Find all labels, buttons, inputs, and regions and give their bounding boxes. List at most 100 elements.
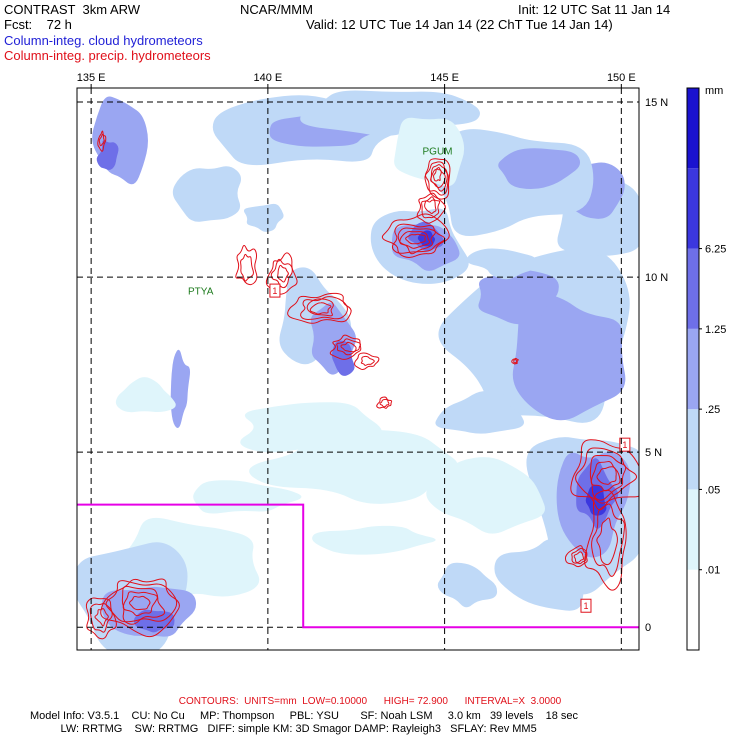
precip-contour: [405, 233, 426, 245]
precip-contour: [590, 461, 621, 492]
cloud-shade-patch: [115, 377, 176, 413]
domain-box: [77, 503, 639, 629]
precip-contour: [430, 167, 446, 189]
precip-contour: [85, 597, 117, 640]
contour-label-box: [619, 437, 631, 452]
precip-contour: [309, 302, 332, 315]
precip-contour: [376, 396, 393, 409]
precip-contour: [571, 547, 588, 565]
cloud-shade-patch: [548, 335, 611, 385]
colorbar-units: mm: [705, 85, 723, 97]
cloud-shade-patch: [435, 390, 525, 434]
precip-contour: [391, 223, 446, 254]
precip-contour: [300, 296, 348, 320]
nested-domain-outline: [77, 503, 639, 629]
station-label: PGUM: [423, 147, 453, 158]
station-label: PTYA: [188, 287, 214, 298]
x-tick-label: 140 E: [253, 72, 282, 84]
colorbar-level-label: 1.25: [705, 324, 726, 336]
map-frame: [76, 87, 640, 651]
precip-contour: [421, 196, 441, 219]
x-tick-label: 150 E: [607, 72, 636, 84]
lat-lon-grid: [77, 88, 639, 650]
precip-contour: [424, 199, 437, 214]
precip-contour: [573, 551, 585, 563]
colorbar-segment: [687, 248, 699, 329]
precip-contour: [575, 447, 638, 511]
colorbar-segment: [687, 409, 699, 490]
cloud-shade-patch: [170, 349, 191, 429]
cloud-field-title: Column-integ. cloud hydrometeors: [4, 33, 203, 48]
precip-contour: [270, 258, 293, 289]
contour-label-box: [269, 283, 281, 298]
colorbar-level-label: .01: [705, 565, 720, 577]
forecast-hour: Fcst: 72 h: [4, 17, 72, 32]
precip-contour: [425, 158, 451, 200]
colorbar-level-label: .25: [705, 404, 720, 416]
precip-contour: [105, 580, 178, 623]
contours-units: UNITS=mm: [244, 696, 297, 707]
precip-contour: [240, 253, 254, 282]
colorbar-segment: [687, 168, 699, 249]
precip-contour: [433, 168, 442, 182]
y-tick-label: 5 N: [645, 447, 662, 459]
contours-interval: X 3.0000: [518, 696, 562, 707]
x-tick-label: 135 E: [77, 72, 106, 84]
precip-contour: [399, 231, 430, 249]
precip-contour: [94, 608, 109, 627]
precip-contour: [513, 358, 518, 364]
precip-contour: [329, 334, 362, 360]
precip-contour: [265, 252, 298, 295]
contour-label-box: [580, 598, 592, 613]
precip-contours: 1 1 1: [85, 130, 639, 640]
precip-contour: [306, 298, 334, 317]
model-info: Model Info: V3.5.1 CU: No Cu MP: Thompso…: [30, 710, 578, 736]
contours-low-label: LOW=: [302, 696, 331, 707]
cloud-shade-patch: [240, 402, 383, 453]
precip-contour: [511, 357, 519, 365]
colorbar-level-label: .05: [705, 484, 720, 496]
model-info-line-2: LW: RRTMG SW: RRTMG DIFF: simple KM: 3D …: [30, 723, 537, 735]
colorbar-segment: [687, 489, 699, 570]
precip-contour: [97, 130, 107, 152]
colorbar: .01 .05 .25 1.25 6.25 mm: [686, 85, 726, 651]
colorbar-segment: [687, 88, 699, 169]
model-title: CONTRAST 3km ARW: [4, 2, 141, 17]
precip-contour: [360, 355, 375, 366]
contours-high-label: HIGH=: [383, 696, 415, 707]
station-labels: PGUM PTYA: [188, 147, 453, 298]
precip-contour: [235, 245, 258, 286]
y-tick-label: 15 N: [645, 97, 668, 109]
precip-contour: [100, 578, 180, 638]
contours-low: 0.10000: [330, 696, 368, 707]
colorbar-level-label: 6.25: [705, 244, 726, 256]
precip-contour: [129, 595, 151, 611]
precip-contour: [596, 466, 617, 485]
contours-label: CONTOURS:: [178, 696, 239, 707]
colorbar-frame: [686, 87, 700, 651]
cloud-shade-patch: [394, 117, 465, 187]
cloud-shade-patch: [494, 539, 591, 611]
precip-field-title: Column-integ. precip. hydrometeors: [4, 48, 211, 63]
precip-contour: [379, 398, 390, 408]
axis-ticks: 135 E 140 E 145 E 150 E 15 N 10 N 5 N 0: [77, 72, 669, 634]
contours-summary: CONTOURS: UNITS=mm LOW=0.10000 HIGH= 72.…: [0, 696, 740, 707]
colorbar-segment: [687, 328, 699, 410]
precip-contour: [570, 439, 639, 504]
cloud-shade-patch: [96, 140, 119, 170]
cloud-shade-patch: [426, 457, 545, 534]
colorbar-segment: [687, 569, 699, 650]
valid-time: Valid: 12 UTC Tue 14 Jan 14 (22 ChT Tue …: [306, 17, 613, 32]
contour-label: 1: [583, 601, 588, 611]
cloud-shade-patch: [498, 148, 581, 190]
precip-contour: [584, 489, 627, 591]
org-label: NCAR/MMM: [240, 2, 313, 17]
precip-contour: [277, 264, 289, 283]
y-tick-label: 0: [645, 622, 651, 634]
x-tick-label: 145 E: [430, 72, 459, 84]
contours-interval-label: INTERVAL=: [464, 696, 519, 707]
cloud-shade-patch: [243, 203, 284, 232]
precip-contour: [591, 503, 625, 577]
contours-high: 72.900: [417, 696, 448, 707]
